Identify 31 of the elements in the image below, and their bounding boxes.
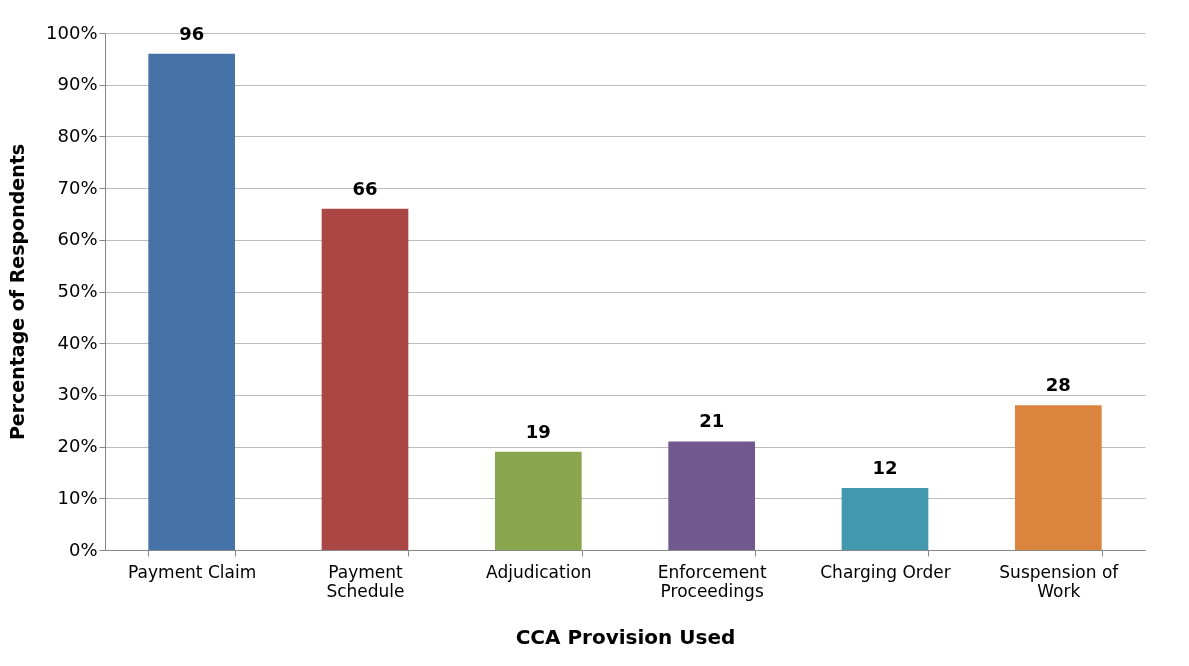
y-tick-label: 60% [57,228,98,250]
data-label: 96 [179,22,205,44]
bar [841,487,929,550]
bar [495,451,582,550]
y-tick-label: 100% [46,21,98,43]
x-axis-title: CCA Provision Used [515,624,736,649]
bar [1015,405,1102,550]
x-tick-label: Payment Schedule [326,561,405,601]
data-label: 21 [699,410,725,432]
x-tick-label: Enforcement Proceedings [657,561,767,601]
data-label: 66 [352,177,378,199]
x-tick-label: Charging Order [820,561,951,582]
y-tick-label: 80% [57,124,98,146]
x-tick-label: Payment Claim [128,561,257,582]
bar [321,208,409,550]
y-tick-label: 30% [57,383,98,405]
y-tick-label: 90% [57,73,98,95]
bar [668,441,755,550]
bar [148,53,235,550]
y-tick-label: 10% [57,486,98,508]
y-axis-title: Percentage of Respondents [6,143,29,441]
y-tick-label: 0% [68,538,98,560]
data-label: 28 [1045,374,1071,396]
data-label: 19 [525,420,551,442]
y-tick-label: 70% [57,176,98,198]
y-tick-label: 20% [57,435,98,457]
data-label: 12 [872,456,898,478]
y-tick-label: 40% [57,331,98,353]
x-tick-label: Adjudication [486,561,592,582]
x-tick-label: Suspension of Work [999,561,1120,601]
y-tick-label: 50% [57,280,98,301]
